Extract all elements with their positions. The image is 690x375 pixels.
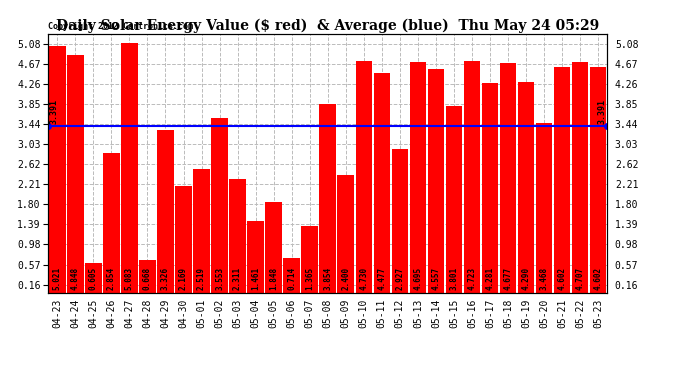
Text: 2.169: 2.169 [179,267,188,290]
Text: 3.468: 3.468 [540,267,549,290]
Bar [67,55,83,292]
Text: 4.477: 4.477 [377,267,386,290]
Text: 1.848: 1.848 [269,267,278,290]
Text: 2.927: 2.927 [395,267,404,290]
Text: 3.326: 3.326 [161,267,170,290]
Bar [139,260,156,292]
Text: 3.801: 3.801 [449,267,458,290]
Text: 4.723: 4.723 [468,267,477,290]
Bar [500,63,516,292]
Text: 3.391: 3.391 [49,99,58,124]
Bar [464,61,480,292]
Text: 5.083: 5.083 [125,267,134,290]
Text: 4.695: 4.695 [413,267,422,290]
Text: 0.714: 0.714 [287,267,296,290]
Text: Copyright 2012 Cartronics.com: Copyright 2012 Cartronics.com [48,22,193,31]
Bar [518,82,534,292]
Bar [85,263,101,292]
Bar [572,62,589,292]
Text: 1.365: 1.365 [305,267,314,290]
Bar [302,226,318,292]
Text: 5.021: 5.021 [53,267,62,290]
Bar [446,106,462,292]
Text: 0.605: 0.605 [89,267,98,290]
Bar [410,62,426,292]
Text: 3.391: 3.391 [598,99,607,124]
Bar [482,83,498,292]
Bar [247,221,264,292]
Bar [337,175,354,292]
Text: 4.557: 4.557 [431,267,440,290]
Bar [428,69,444,292]
Bar [211,118,228,292]
Title: Daily Solar Energy Value ($ red)  & Average (blue)  Thu May 24 05:29: Daily Solar Energy Value ($ red) & Avera… [56,18,600,33]
Bar [391,149,408,292]
Bar [266,202,282,292]
Bar [49,46,66,292]
Bar [554,67,571,292]
Text: 2.400: 2.400 [342,267,351,290]
Bar [121,44,138,292]
Text: 4.281: 4.281 [486,267,495,290]
Bar [103,153,119,292]
Bar [175,186,192,292]
Text: 0.668: 0.668 [143,267,152,290]
Text: 4.602: 4.602 [558,267,566,290]
Text: 2.854: 2.854 [107,267,116,290]
Text: 4.707: 4.707 [575,267,584,290]
Bar [229,179,246,292]
Bar [373,73,390,292]
Bar [590,67,607,292]
Text: 2.519: 2.519 [197,267,206,290]
Bar [355,61,372,292]
Text: 4.730: 4.730 [359,267,368,290]
Text: 2.311: 2.311 [233,267,242,290]
Text: 4.677: 4.677 [504,267,513,290]
Text: 1.461: 1.461 [251,267,260,290]
Bar [193,169,210,292]
Bar [536,123,553,292]
Bar [157,129,174,292]
Bar [284,258,300,292]
Text: 3.854: 3.854 [323,267,333,290]
Text: 4.602: 4.602 [593,267,602,290]
Bar [319,104,336,292]
Text: 3.553: 3.553 [215,267,224,290]
Text: 4.290: 4.290 [522,267,531,290]
Text: 4.848: 4.848 [71,267,80,290]
